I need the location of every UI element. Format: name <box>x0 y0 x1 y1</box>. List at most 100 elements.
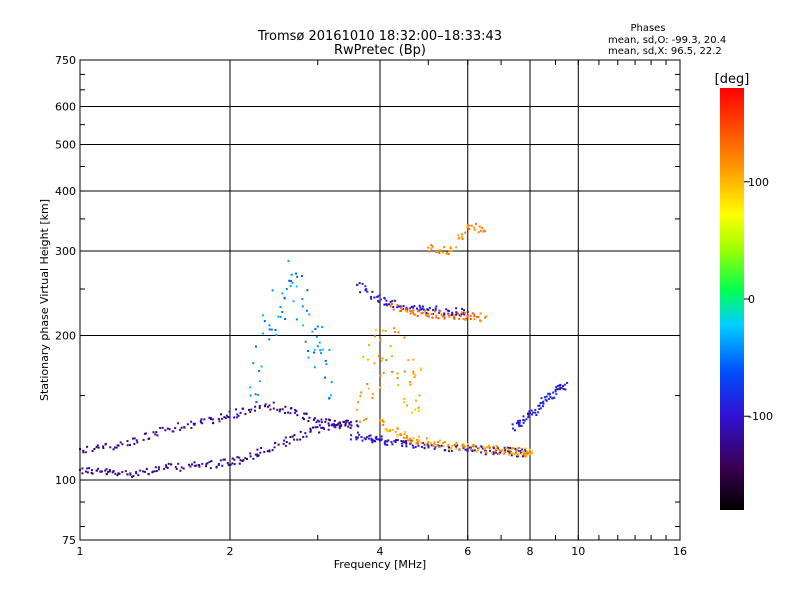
data-point <box>295 410 298 413</box>
data-point <box>399 433 402 436</box>
data-point <box>411 439 414 442</box>
data-point <box>273 446 276 449</box>
data-point <box>461 307 464 310</box>
data-point <box>258 407 261 410</box>
data-point <box>490 452 493 455</box>
data-point <box>358 420 361 423</box>
data-point <box>394 430 397 433</box>
data-point <box>466 315 469 318</box>
data-point <box>481 226 484 229</box>
data-point <box>366 382 369 385</box>
data-point <box>475 222 478 225</box>
data-point <box>109 446 112 449</box>
data-point <box>97 467 100 470</box>
data-point <box>391 443 394 446</box>
data-point <box>495 445 498 448</box>
series-f-layer-x-trace <box>379 418 534 458</box>
data-point <box>538 404 541 407</box>
data-point <box>524 447 527 450</box>
data-point <box>451 311 454 314</box>
data-point <box>275 333 278 336</box>
chart-subtitle: RwPretec (Bp) <box>334 43 426 58</box>
data-point <box>507 448 510 451</box>
data-point <box>461 311 464 314</box>
data-point <box>394 330 397 333</box>
data-point <box>461 445 464 448</box>
data-point <box>183 426 186 429</box>
data-point <box>473 449 476 452</box>
data-point <box>321 348 324 351</box>
data-point <box>236 456 239 459</box>
data-point <box>554 388 557 391</box>
data-point <box>386 443 389 446</box>
data-point <box>231 457 234 460</box>
data-point <box>350 434 353 437</box>
data-point <box>519 424 522 427</box>
data-point <box>249 452 252 455</box>
data-point <box>453 316 456 319</box>
data-point <box>493 445 496 448</box>
data-point <box>475 450 478 453</box>
data-point <box>410 441 413 444</box>
data-point <box>539 402 542 405</box>
data-point <box>518 447 521 450</box>
data-point <box>347 425 350 428</box>
data-point <box>382 371 385 374</box>
data-point <box>126 473 129 476</box>
data-point <box>367 387 370 390</box>
data-point <box>482 229 485 232</box>
data-point <box>238 462 241 465</box>
data-point <box>469 448 472 451</box>
data-point <box>385 428 388 431</box>
series-low-o-trace <box>79 419 353 478</box>
data-point <box>400 442 403 445</box>
data-point <box>281 292 284 295</box>
data-point <box>223 416 226 419</box>
data-point <box>393 440 396 443</box>
data-point <box>126 440 129 443</box>
data-point <box>388 303 391 306</box>
data-point <box>281 311 284 314</box>
data-point <box>484 449 487 452</box>
data-point <box>282 442 285 445</box>
data-point <box>192 422 195 425</box>
data-point <box>360 436 363 439</box>
data-point <box>428 250 431 253</box>
data-point <box>456 312 459 315</box>
y-ticks: 75 100 200 300 400 500 600 750 <box>55 54 680 547</box>
data-point <box>412 309 415 312</box>
data-point <box>84 470 87 473</box>
data-point <box>135 471 138 474</box>
data-point <box>411 444 414 447</box>
data-point <box>438 311 441 314</box>
data-point <box>226 462 229 465</box>
data-point <box>365 418 368 421</box>
data-point <box>231 462 234 465</box>
data-point <box>380 438 383 441</box>
data-point <box>515 422 518 425</box>
data-point <box>529 451 531 454</box>
data-point <box>412 311 415 314</box>
data-point <box>438 251 441 254</box>
data-point <box>566 381 569 384</box>
data-point <box>398 305 401 308</box>
data-point <box>195 464 198 467</box>
data-point <box>422 442 425 445</box>
data-point <box>503 452 506 455</box>
data-point <box>447 250 450 253</box>
data-point <box>84 451 87 454</box>
data-point <box>495 449 498 452</box>
data-point <box>320 426 323 429</box>
data-point <box>516 453 519 456</box>
data-point <box>289 407 292 410</box>
data-point <box>434 443 437 446</box>
data-point <box>395 438 398 441</box>
data-point <box>537 411 540 414</box>
series-high-x-patch <box>427 222 487 256</box>
data-point <box>426 308 429 311</box>
data-point <box>408 438 411 441</box>
data-point <box>537 404 540 407</box>
data-point <box>384 440 387 443</box>
data-point <box>90 471 93 474</box>
data-point <box>328 419 331 422</box>
